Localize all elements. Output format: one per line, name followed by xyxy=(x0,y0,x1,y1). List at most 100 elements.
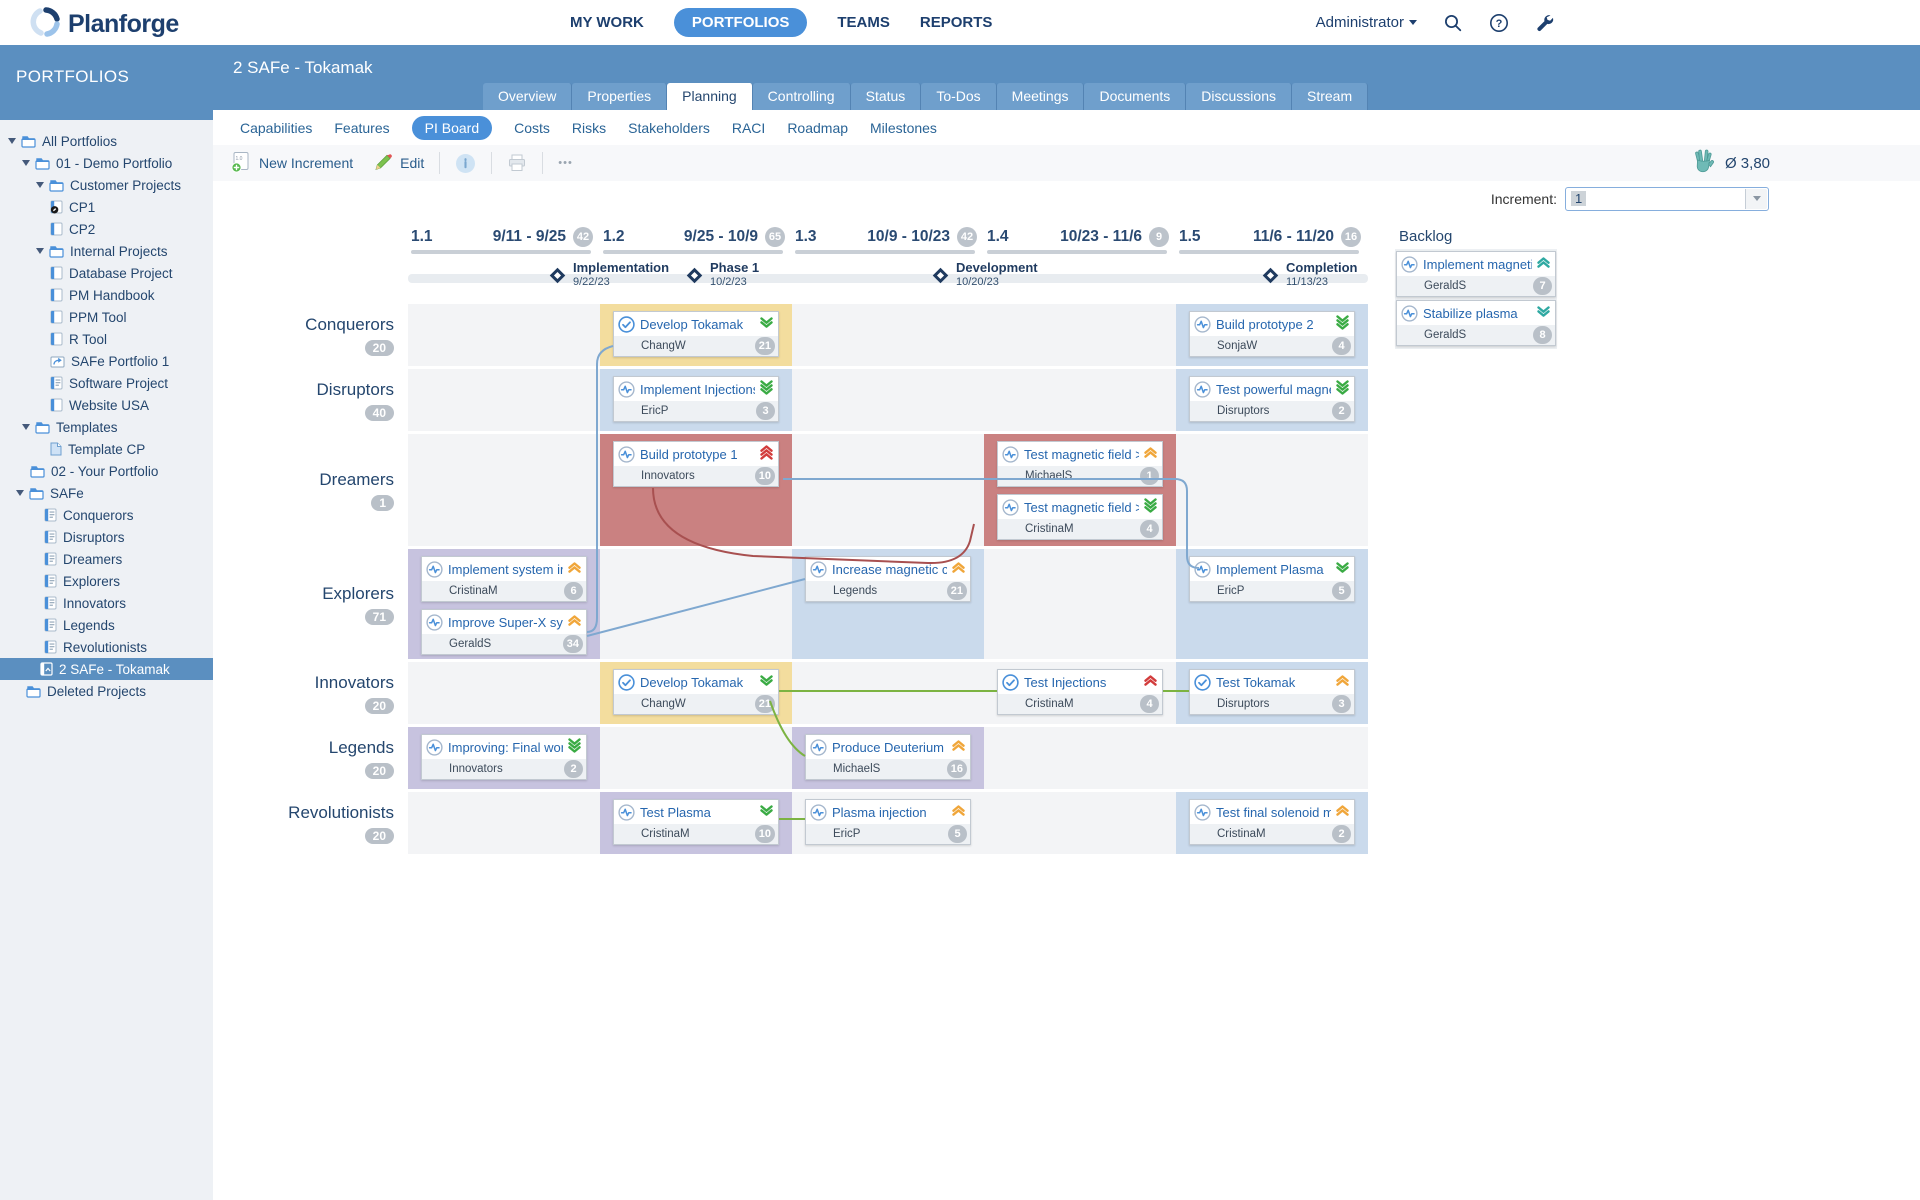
board-icon xyxy=(40,662,53,676)
pi-card-produce-deuterium[interactable]: Produce Deuterium MichaelS 16 xyxy=(805,734,971,780)
sidebar-item-database-project[interactable]: Database Project xyxy=(0,262,213,284)
edit-button[interactable]: Edit xyxy=(373,152,424,175)
sidebar-item-conquerors[interactable]: Conquerors xyxy=(0,504,213,526)
search-icon[interactable] xyxy=(1443,13,1463,33)
info-icon[interactable] xyxy=(455,153,476,174)
tab-overview[interactable]: Overview xyxy=(483,83,572,110)
sidebar-item-customer-projects[interactable]: Customer Projects xyxy=(0,174,213,196)
tree-item-label: Revolutionists xyxy=(63,640,147,655)
pi-card-test-powerful-magne[interactable]: Test powerful magne Disruptors 2 xyxy=(1189,376,1355,422)
pi-card-stabilize-plasma[interactable]: Stabilize plasma GeraldS 8 xyxy=(1396,300,1556,346)
sidebar-item-pm-handbook[interactable]: PM Handbook xyxy=(0,284,213,306)
pi-card-develop-tokamak[interactable]: Develop Tokamak ChangW 21 xyxy=(613,311,779,357)
nav-portfolios[interactable]: PORTFOLIOS xyxy=(674,8,808,37)
sidebar-item-cp2[interactable]: CP2 xyxy=(0,218,213,240)
expand-arrow-icon[interactable] xyxy=(16,490,24,496)
increment-select[interactable]: 1 xyxy=(1565,187,1769,211)
tab-planning[interactable]: Planning xyxy=(667,83,753,110)
nav-my-work[interactable]: MY WORK xyxy=(570,14,644,31)
user-menu[interactable]: Administrator xyxy=(1316,14,1417,31)
sidebar-item-software-project[interactable]: Software Project xyxy=(0,372,213,394)
planforge-logo[interactable]: Planforge xyxy=(30,7,179,42)
expand-arrow-icon[interactable] xyxy=(36,248,44,254)
pi-card-test-magnetic-field[interactable]: Test magnetic field > MichaelS 1 xyxy=(997,441,1163,487)
pi-card-increase-magnetic-c[interactable]: Increase magnetic c Legends 21 xyxy=(805,556,971,602)
expand-arrow-icon[interactable] xyxy=(36,182,44,188)
sidebar-item-explorers[interactable]: Explorers xyxy=(0,570,213,592)
work-item-pulse-icon xyxy=(1194,381,1211,398)
expand-arrow-icon[interactable] xyxy=(22,160,30,166)
sidebar-item-all-portfolios[interactable]: All Portfolios xyxy=(0,130,213,152)
pi-card-build-prototype-2[interactable]: Build prototype 2 SonjaW 4 xyxy=(1189,311,1355,357)
tab-meetings[interactable]: Meetings xyxy=(997,83,1085,110)
nav-reports[interactable]: REPORTS xyxy=(920,14,993,31)
subtab-raci[interactable]: RACI xyxy=(732,120,765,136)
pi-card-build-prototype-1[interactable]: Build prototype 1 Innovators 10 xyxy=(613,441,779,487)
expand-arrow-icon[interactable] xyxy=(8,138,16,144)
new-increment-button[interactable]: 1.0 New Increment xyxy=(230,151,353,176)
admin-tools-wrench-icon[interactable] xyxy=(1535,13,1555,33)
tab-discussions[interactable]: Discussions xyxy=(1186,83,1292,110)
sidebar-item-01-demo-portfolio[interactable]: 01 - Demo Portfolio xyxy=(0,152,213,174)
pi-card-implement-magnetic[interactable]: Implement magnetic GeraldS 7 xyxy=(1396,251,1556,297)
pi-card-improve-super-x-sy[interactable]: Improve Super-X sy GeraldS 34 xyxy=(421,609,587,655)
pi-card-implement-system-ir[interactable]: Implement system ir CristinaM 6 xyxy=(421,556,587,602)
subtab-risks[interactable]: Risks xyxy=(572,120,606,136)
pi-card-implement-injections[interactable]: Implement Injections EricP 3 xyxy=(613,376,779,422)
pi-card-test-injections[interactable]: Test Injections CristinaM 4 xyxy=(997,669,1163,715)
pi-card-test-final-solenoid-m[interactable]: Test final solenoid m CristinaM 2 xyxy=(1189,799,1355,845)
sidebar-item-2-safe-tokamak[interactable]: 2 SAFe - Tokamak xyxy=(0,658,213,680)
tab-controlling[interactable]: Controlling xyxy=(753,83,851,110)
column-header-1.2: 1.2 9/25 - 10/9 65 xyxy=(603,226,785,248)
more-actions-button[interactable]: ••• xyxy=(558,157,573,169)
work-item-pulse-icon xyxy=(1401,256,1418,273)
sidebar-item-safe[interactable]: SAFe xyxy=(0,482,213,504)
pi-card-test-magnetic-field[interactable]: Test magnetic field > CristinaM 4 xyxy=(997,494,1163,540)
sidebar-item-revolutionists[interactable]: Revolutionists xyxy=(0,636,213,658)
topbar-right: Administrator ? xyxy=(1316,0,1555,45)
sidebar-item-legends[interactable]: Legends xyxy=(0,614,213,636)
help-icon[interactable]: ? xyxy=(1489,13,1509,33)
milestone-name: Phase 1 xyxy=(710,261,759,274)
pi-card-test-tokamak[interactable]: Test Tokamak Disruptors 3 xyxy=(1189,669,1355,715)
subtab-capabilities[interactable]: Capabilities xyxy=(240,120,312,136)
increment-dropdown-arrow[interactable] xyxy=(1745,189,1767,209)
sidebar-item-templates[interactable]: Templates xyxy=(0,416,213,438)
pi-card-develop-tokamak[interactable]: Develop Tokamak ChangW 21 xyxy=(613,669,779,715)
pi-card-test-plasma[interactable]: Test Plasma CristinaM 10 xyxy=(613,799,779,845)
subtab-roadmap[interactable]: Roadmap xyxy=(787,120,848,136)
pi-card-improving-final-wor[interactable]: Improving: Final wor Innovators 2 xyxy=(421,734,587,780)
sidebar-item-cp1[interactable]: CP1 xyxy=(0,196,213,218)
subtab-pi-board[interactable]: PI Board xyxy=(412,116,492,140)
sidebar-item-innovators[interactable]: Innovators xyxy=(0,592,213,614)
sidebar-item-template-cp[interactable]: Template CP xyxy=(0,438,213,460)
tab-status[interactable]: Status xyxy=(851,83,922,110)
tab-properties[interactable]: Properties xyxy=(572,83,667,110)
pi-card-plasma-injection[interactable]: Plasma injection EricP 5 xyxy=(805,799,971,845)
nav-teams[interactable]: TEAMS xyxy=(837,14,890,31)
pi-card-implement-plasma[interactable]: Implement Plasma EricP 5 xyxy=(1189,556,1355,602)
sidebar-item-r-tool[interactable]: R Tool xyxy=(0,328,213,350)
tree-item-label: Templates xyxy=(56,420,118,435)
subtab-features[interactable]: Features xyxy=(334,120,389,136)
sidebar-item-deleted-projects[interactable]: Deleted Projects xyxy=(0,680,213,702)
sidebar-item-internal-projects[interactable]: Internal Projects xyxy=(0,240,213,262)
sidebar-item-02-your-portfolio[interactable]: 02 - Your Portfolio xyxy=(0,460,213,482)
sidebar-item-disruptors[interactable]: Disruptors xyxy=(0,526,213,548)
print-icon[interactable] xyxy=(507,153,527,173)
subtab-costs[interactable]: Costs xyxy=(514,120,550,136)
subtab-milestones[interactable]: Milestones xyxy=(870,120,937,136)
expand-arrow-icon[interactable] xyxy=(22,424,30,430)
card-title: Produce Deuterium xyxy=(832,740,947,755)
tab-to-dos[interactable]: To-Dos xyxy=(921,83,996,110)
sidebar-item-safe-portfolio-1[interactable]: SAFe Portfolio 1 xyxy=(0,350,213,372)
team-icon xyxy=(50,376,63,390)
column-header-1.3: 1.3 10/9 - 10/23 42 xyxy=(795,226,977,248)
sidebar-item-website-usa[interactable]: Website USA xyxy=(0,394,213,416)
tab-documents[interactable]: Documents xyxy=(1084,83,1186,110)
tab-stream[interactable]: Stream xyxy=(1292,83,1368,110)
milestone-date: 10/2/23 xyxy=(710,276,759,289)
sidebar-item-dreamers[interactable]: Dreamers xyxy=(0,548,213,570)
sidebar-item-ppm-tool[interactable]: PPM Tool xyxy=(0,306,213,328)
subtab-stakeholders[interactable]: Stakeholders xyxy=(628,120,710,136)
